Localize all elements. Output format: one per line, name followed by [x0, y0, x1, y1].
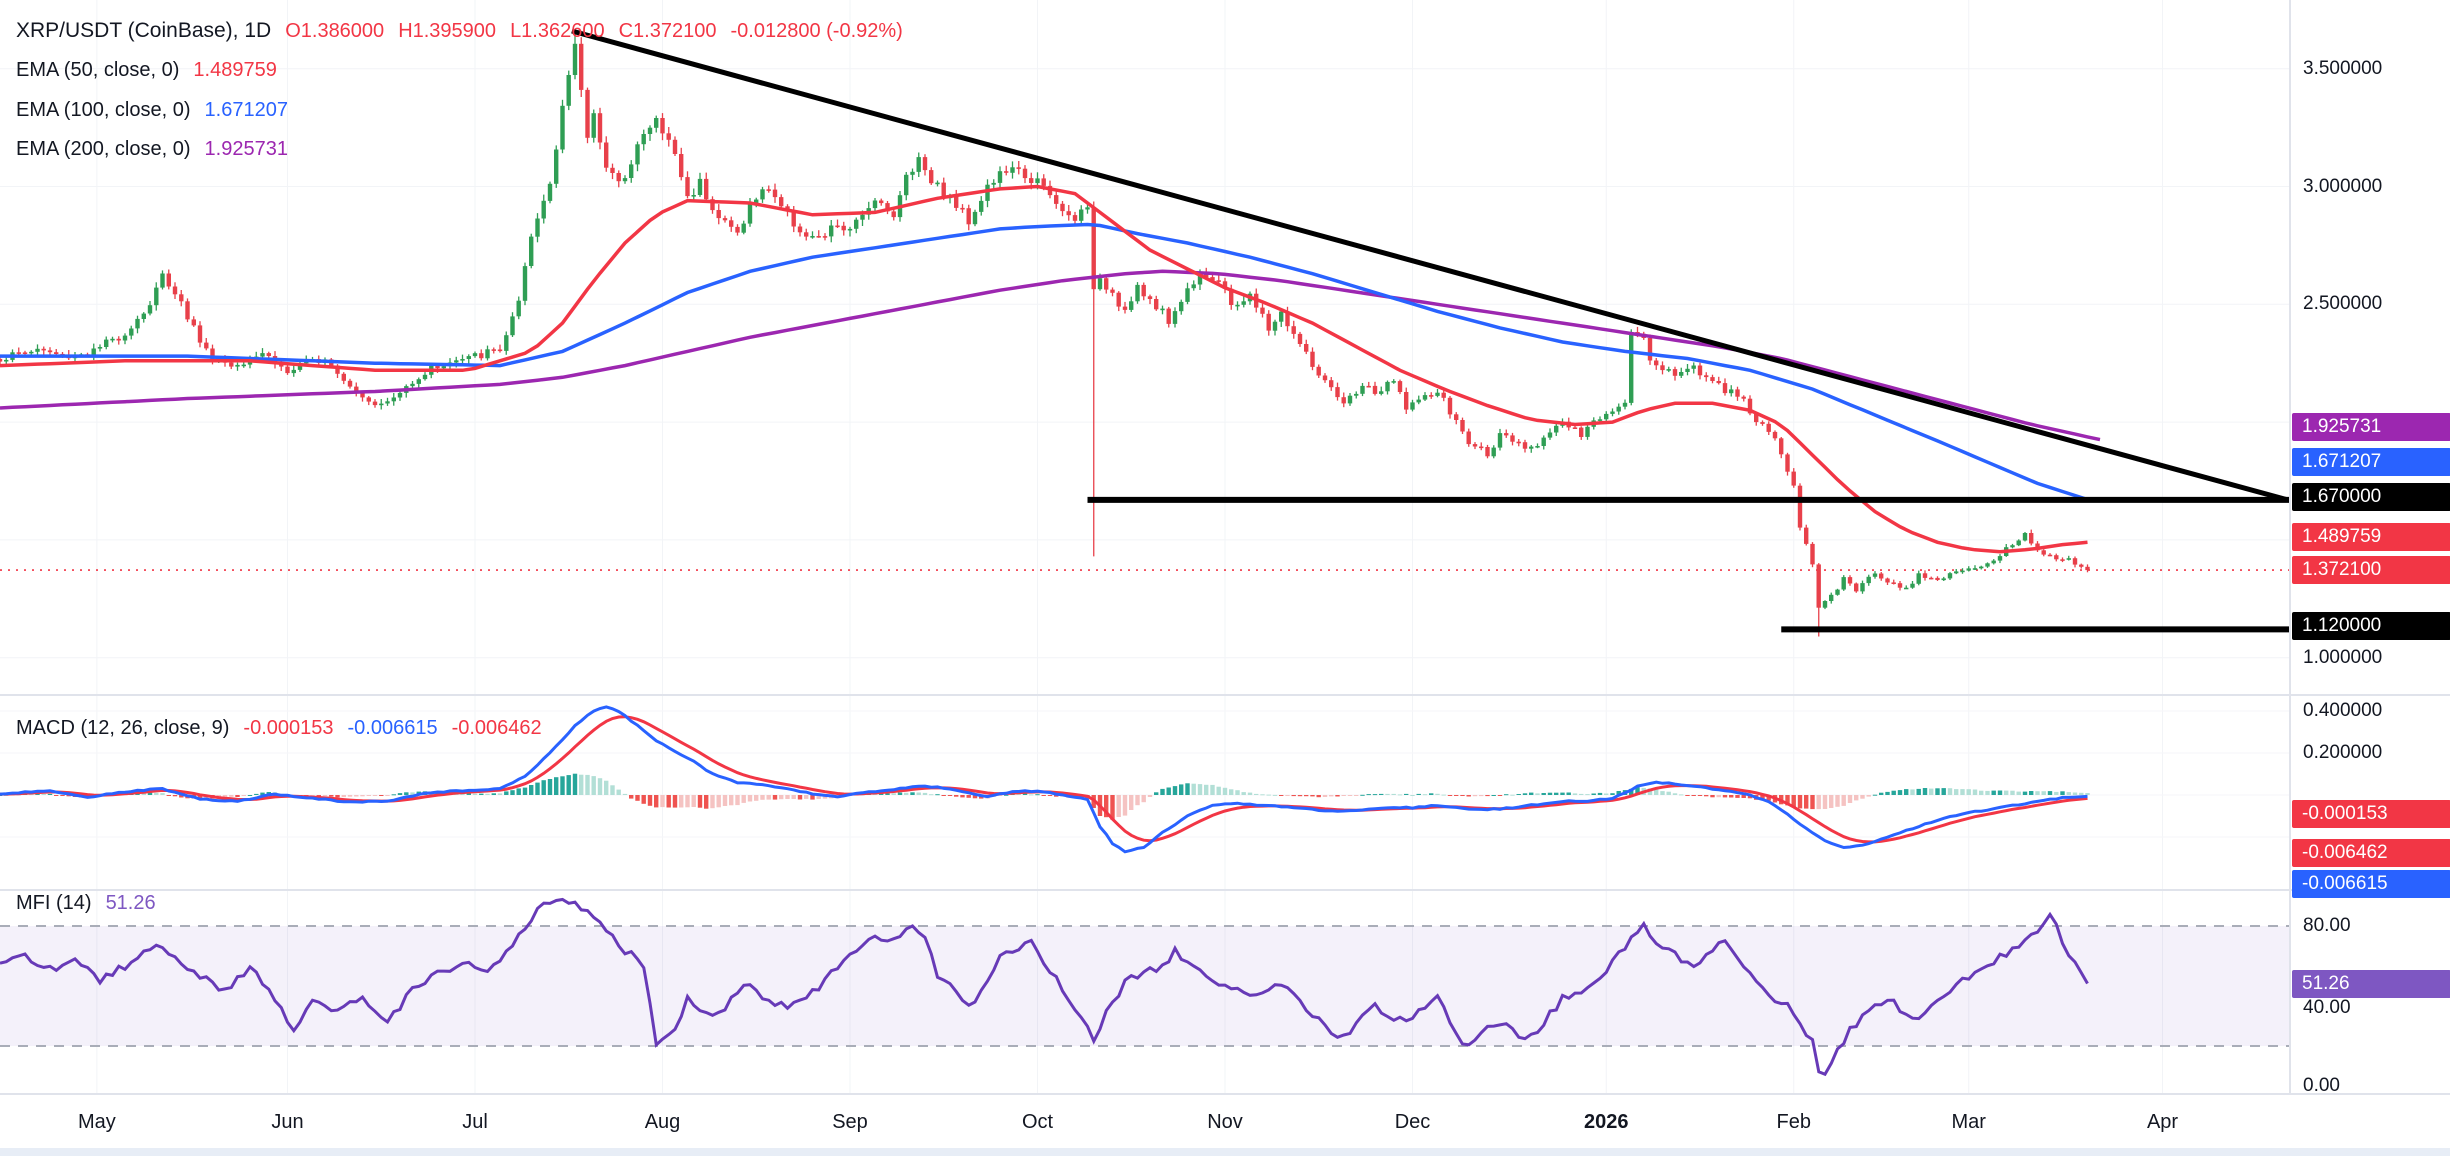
bottom-scrollbar[interactable] [0, 1148, 2450, 1156]
ohlc-open: O1.386000 [285, 19, 385, 42]
price-axis-label: 1.000000 [2303, 647, 2383, 668]
ema200-value: 1.925731 [204, 137, 288, 160]
ema50-label[interactable]: EMA (50, close, 0) [16, 58, 180, 81]
time-axis-label: Sep [832, 1111, 868, 1133]
price-axis-label: 3.500000 [2303, 58, 2383, 79]
ema200-label[interactable]: EMA (200, close, 0) [16, 137, 191, 160]
price-badge: 51.26 [2292, 970, 2450, 998]
ema50-value: 1.489759 [193, 58, 277, 81]
ohlc-high: H1.395900 [398, 19, 497, 42]
macd-signal-value: -0.006462 [451, 716, 542, 739]
symbol-legend: XRP/USDT (CoinBase), 1D O1.386000 H1.395… [16, 16, 903, 46]
price-badge: 1.670000 [2292, 483, 2450, 511]
ema100-value: 1.671207 [204, 98, 288, 121]
time-axis-label: Apr [2146, 1111, 2179, 1133]
mfi-label[interactable]: MFI (14) [16, 891, 92, 914]
time-axis-label: 2026 [1584, 1111, 1629, 1133]
price-axis-label: 3.000000 [2303, 176, 2383, 197]
price-badge: 1.925731 [2292, 413, 2450, 441]
price-axis-label: 0.00 [2303, 1075, 2340, 1096]
macd-legend: MACD (12, 26, close, 9) -0.000153 -0.006… [16, 713, 542, 743]
ema100-legend: EMA (100, close, 0) 1.671207 [16, 95, 288, 125]
macd-hist-value: -0.000153 [243, 716, 334, 739]
descending-trendline[interactable] [571, 28, 2289, 503]
candles-layer [0, 31, 2090, 637]
time-axis-label: Jun [271, 1111, 304, 1133]
macd-line-value: -0.006615 [347, 716, 438, 739]
mfi-line[interactable] [0, 897, 2089, 1077]
price-badge: 1.671207 [2292, 448, 2450, 476]
time-axis-label: Oct [1021, 1111, 1054, 1133]
price-axis-label: 40.00 [2303, 997, 2351, 1018]
time-axis-label: May [77, 1111, 116, 1133]
price-badge: 1.489759 [2292, 523, 2450, 551]
ema50-line[interactable] [0, 184, 2088, 554]
price-badge: -0.006615 [2292, 870, 2450, 898]
ema50-legend: EMA (50, close, 0) 1.489759 [16, 55, 277, 85]
macd-label[interactable]: MACD (12, 26, close, 9) [16, 716, 230, 739]
ohlc-low: L1.362600 [510, 19, 605, 42]
time-axis-label: Nov [1207, 1111, 1243, 1133]
ema100-label[interactable]: EMA (100, close, 0) [16, 98, 191, 121]
time-axis-label: Feb [1776, 1111, 1811, 1133]
time-axis-label: Aug [644, 1111, 681, 1133]
time-axis[interactable]: May Jun Jul Aug Sep Oct Nov Dec 2026 Feb Mar Apr [0, 1093, 2450, 1150]
ohlc-close: C1.372100 [618, 19, 717, 42]
mfi-band [0, 925, 2289, 1047]
time-axis-label: Jul [462, 1111, 488, 1133]
price-axis-label: 0.200000 [2303, 742, 2383, 763]
price-badge: -0.000153 [2292, 800, 2450, 828]
mfi-value: 51.26 [105, 891, 156, 914]
mfi-legend: MFI (14) 51.26 [16, 888, 156, 918]
price-badge: 1.120000 [2292, 612, 2450, 640]
price-badge: -0.006462 [2292, 839, 2450, 867]
price-axis-label: 2.500000 [2303, 293, 2383, 314]
price-axis-label: 80.00 [2303, 915, 2351, 936]
ema100-line[interactable] [0, 222, 2089, 502]
symbol-title[interactable]: XRP/USDT (CoinBase), 1D [16, 19, 272, 42]
change-value: -0.012800 (-0.92%) [730, 19, 903, 42]
ema200-line[interactable] [0, 269, 2101, 442]
ema200-legend: EMA (200, close, 0) 1.925731 [16, 134, 288, 164]
price-axis[interactable]: 3.500000 3.000000 2.500000 1.000000 0.400000… [2289, 0, 2450, 1096]
macd-line[interactable] [0, 705, 2088, 854]
price-axis-label: 0.400000 [2303, 700, 2383, 721]
time-axis-label: Dec [1394, 1111, 1431, 1133]
price-badge: 1.372100 [2292, 556, 2450, 584]
time-axis-label: Mar [1951, 1111, 1986, 1133]
